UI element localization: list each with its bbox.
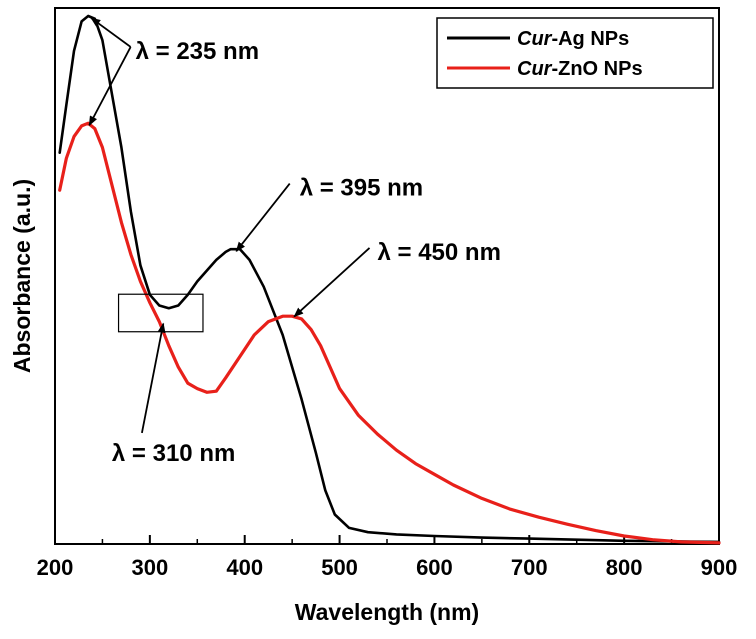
x-tick-label-700: 700 xyxy=(511,555,548,580)
annotation-layer: λ = 235 nm λ = 395 nm λ = 450 nm λ = 310 nm xyxy=(88,17,501,467)
x-axis-tick-labels: 200 300 400 500 600 700 800 900 xyxy=(37,555,738,580)
annotation-arrow-2-0 xyxy=(293,247,371,318)
annotation-arrow-0-1 xyxy=(88,46,132,127)
series-line-cur-zno xyxy=(58,121,721,545)
x-tick-label-300: 300 xyxy=(131,555,168,580)
x-tick-label-800: 800 xyxy=(606,555,643,580)
annotation-arrow-3-0 xyxy=(141,322,166,434)
annotation-label-1: λ = 395 nm xyxy=(300,175,423,202)
legend-frame xyxy=(436,17,714,89)
legend-label-ag: Cur-Ag NPs xyxy=(517,28,629,50)
annotation-label-2: λ = 450 nm xyxy=(378,239,501,266)
legend: Cur-Ag NPs Cur-ZnO NPs xyxy=(436,17,714,89)
legend-label-zno: Cur-ZnO NPs xyxy=(517,58,643,80)
x-axis-title: Wavelength (nm) xyxy=(295,599,479,625)
x-tick-label-400: 400 xyxy=(226,555,263,580)
annotation-arrow-1-0 xyxy=(235,183,291,252)
annotation-label-3: λ = 310 nm xyxy=(112,440,235,467)
x-tick-label-200: 200 xyxy=(37,555,74,580)
series-line-cur-ag xyxy=(58,14,721,544)
annotation-arrow-0-0 xyxy=(90,17,132,48)
x-tick-label-600: 600 xyxy=(416,555,453,580)
series-layer xyxy=(58,14,721,545)
annotation-label-0: λ = 235 nm xyxy=(136,38,259,65)
y-axis-title: Absorbance (a.u.) xyxy=(9,179,35,373)
x-tick-label-500: 500 xyxy=(321,555,358,580)
x-tick-label-900: 900 xyxy=(701,555,738,580)
